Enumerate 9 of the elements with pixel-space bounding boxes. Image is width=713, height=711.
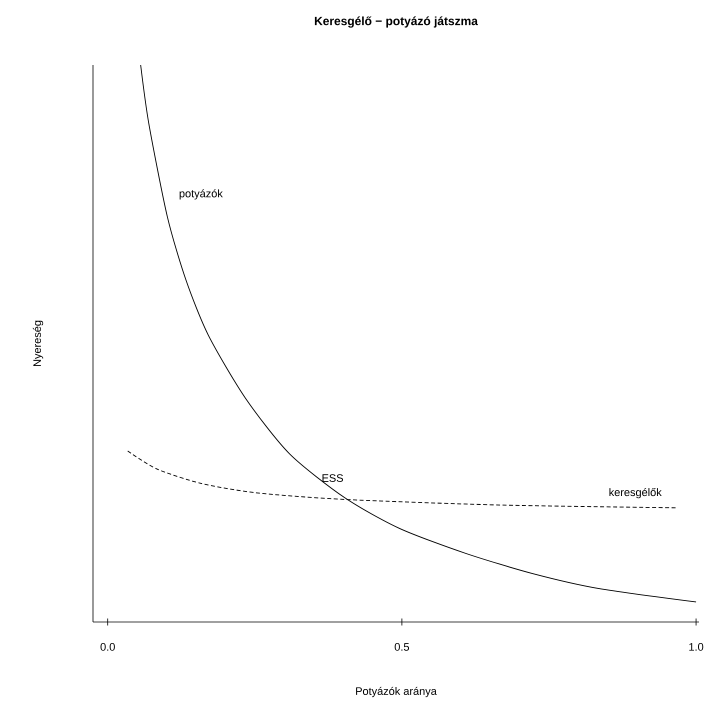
chart-title: Keresgélő − potyázó játszma [314, 16, 478, 28]
annotation: ESS [322, 474, 344, 482]
x-tick-label: 0.0 [100, 643, 115, 651]
x-axis-title: Potyázók aránya [356, 686, 437, 698]
x-tick-label: 0.5 [394, 643, 410, 651]
y-axis-title: Nyereség [32, 320, 44, 366]
series-label: keresgélők [609, 488, 662, 498]
x-tick-label: 1.0 [689, 643, 704, 651]
series-label: potyázók [180, 189, 223, 200]
